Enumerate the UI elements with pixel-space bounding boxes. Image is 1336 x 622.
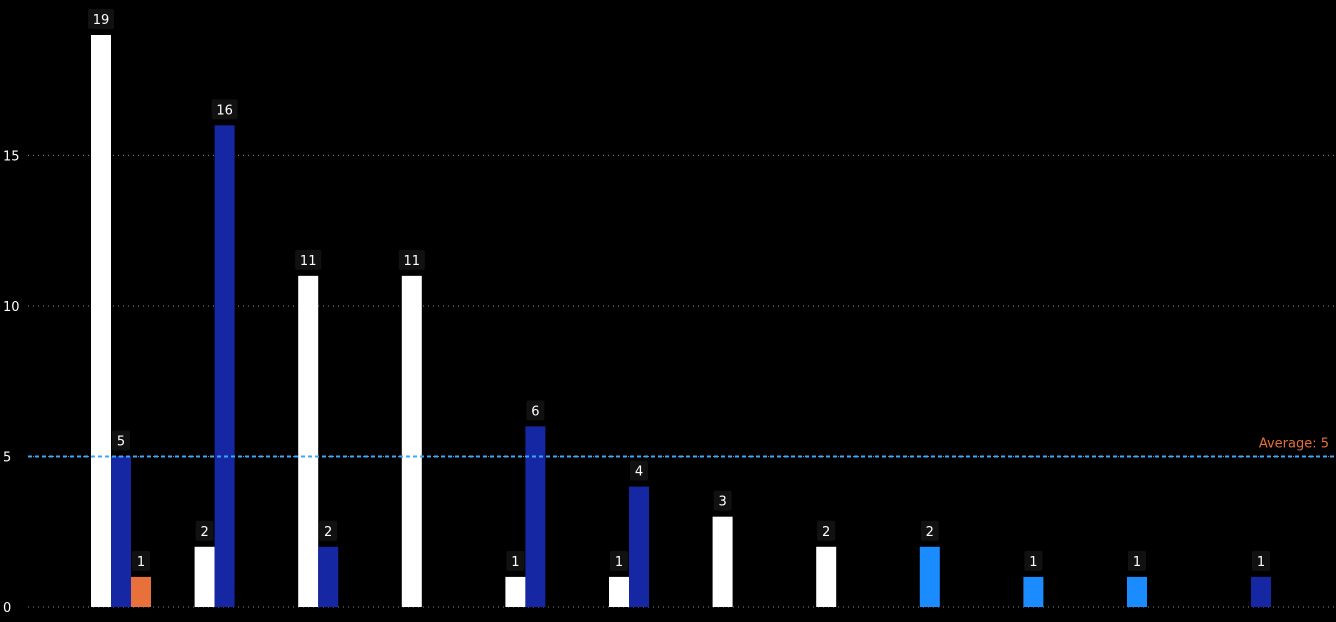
data-label: 6 (531, 404, 539, 419)
data-label-chip (506, 550, 525, 571)
bar[interactable] (525, 426, 546, 607)
y-tick-label: 5 (3, 450, 11, 465)
bar[interactable] (629, 486, 649, 607)
bar[interactable] (111, 456, 131, 607)
data-label-chip (195, 520, 214, 541)
bar[interactable] (214, 125, 235, 607)
data-label: 1 (615, 555, 623, 570)
average-line-group: Average: 5 (28, 436, 1336, 458)
data-label-chip (526, 400, 545, 421)
data-label-chip (920, 520, 939, 541)
data-label-chip (319, 520, 338, 541)
data-label-chip (713, 490, 732, 511)
data-label-chip (112, 430, 130, 451)
bar[interactable] (1023, 576, 1044, 607)
bars (91, 35, 1271, 607)
bar[interactable] (131, 576, 151, 607)
bar[interactable] (816, 546, 837, 607)
gridlines (28, 154, 1336, 608)
data-label: 1 (511, 555, 519, 570)
data-label: 11 (404, 254, 421, 269)
y-tick-label: 15 (3, 149, 20, 164)
bar[interactable] (401, 275, 422, 607)
bar[interactable] (1251, 576, 1271, 607)
data-label: 2 (200, 525, 208, 540)
data-label: 1 (1257, 555, 1265, 570)
bar[interactable] (194, 546, 215, 607)
data-label: 2 (926, 525, 934, 540)
data-label-chip (398, 249, 425, 270)
data-label: 2 (822, 525, 830, 540)
data-label-chip (88, 9, 114, 29)
bar[interactable] (318, 546, 339, 607)
data-label-chip (1024, 550, 1043, 571)
bar[interactable] (91, 35, 111, 607)
data-label-chip (630, 460, 648, 481)
data-label-chip (132, 550, 150, 571)
bar[interactable] (712, 516, 733, 607)
bar[interactable] (919, 546, 940, 607)
data-label-chip (211, 99, 238, 120)
data-label: 4 (635, 465, 643, 480)
data-label-chip (295, 249, 322, 270)
data-label: 3 (718, 495, 726, 510)
y-tick-label: 0 (3, 601, 11, 616)
data-label-chip (1252, 550, 1270, 571)
data-label: 11 (300, 254, 317, 269)
y-axis: 0 5 10 15 (3, 149, 20, 616)
data-label-chip (1128, 550, 1146, 571)
data-label: 1 (1029, 555, 1037, 570)
y-tick-label: 10 (3, 300, 20, 315)
data-label: 5 (117, 434, 125, 449)
bar[interactable] (609, 576, 629, 607)
data-label: 19 (93, 13, 110, 28)
data-label-chip (610, 550, 628, 571)
bar[interactable] (1127, 576, 1147, 607)
data-label: 1 (1133, 555, 1141, 570)
average-label: Average: 5 (1259, 436, 1329, 451)
bar[interactable] (505, 576, 526, 607)
data-label: 2 (324, 525, 332, 540)
data-label-chip (817, 520, 836, 541)
bar[interactable] (298, 275, 319, 607)
data-label: 16 (216, 103, 233, 118)
data-label: 1 (137, 555, 145, 570)
